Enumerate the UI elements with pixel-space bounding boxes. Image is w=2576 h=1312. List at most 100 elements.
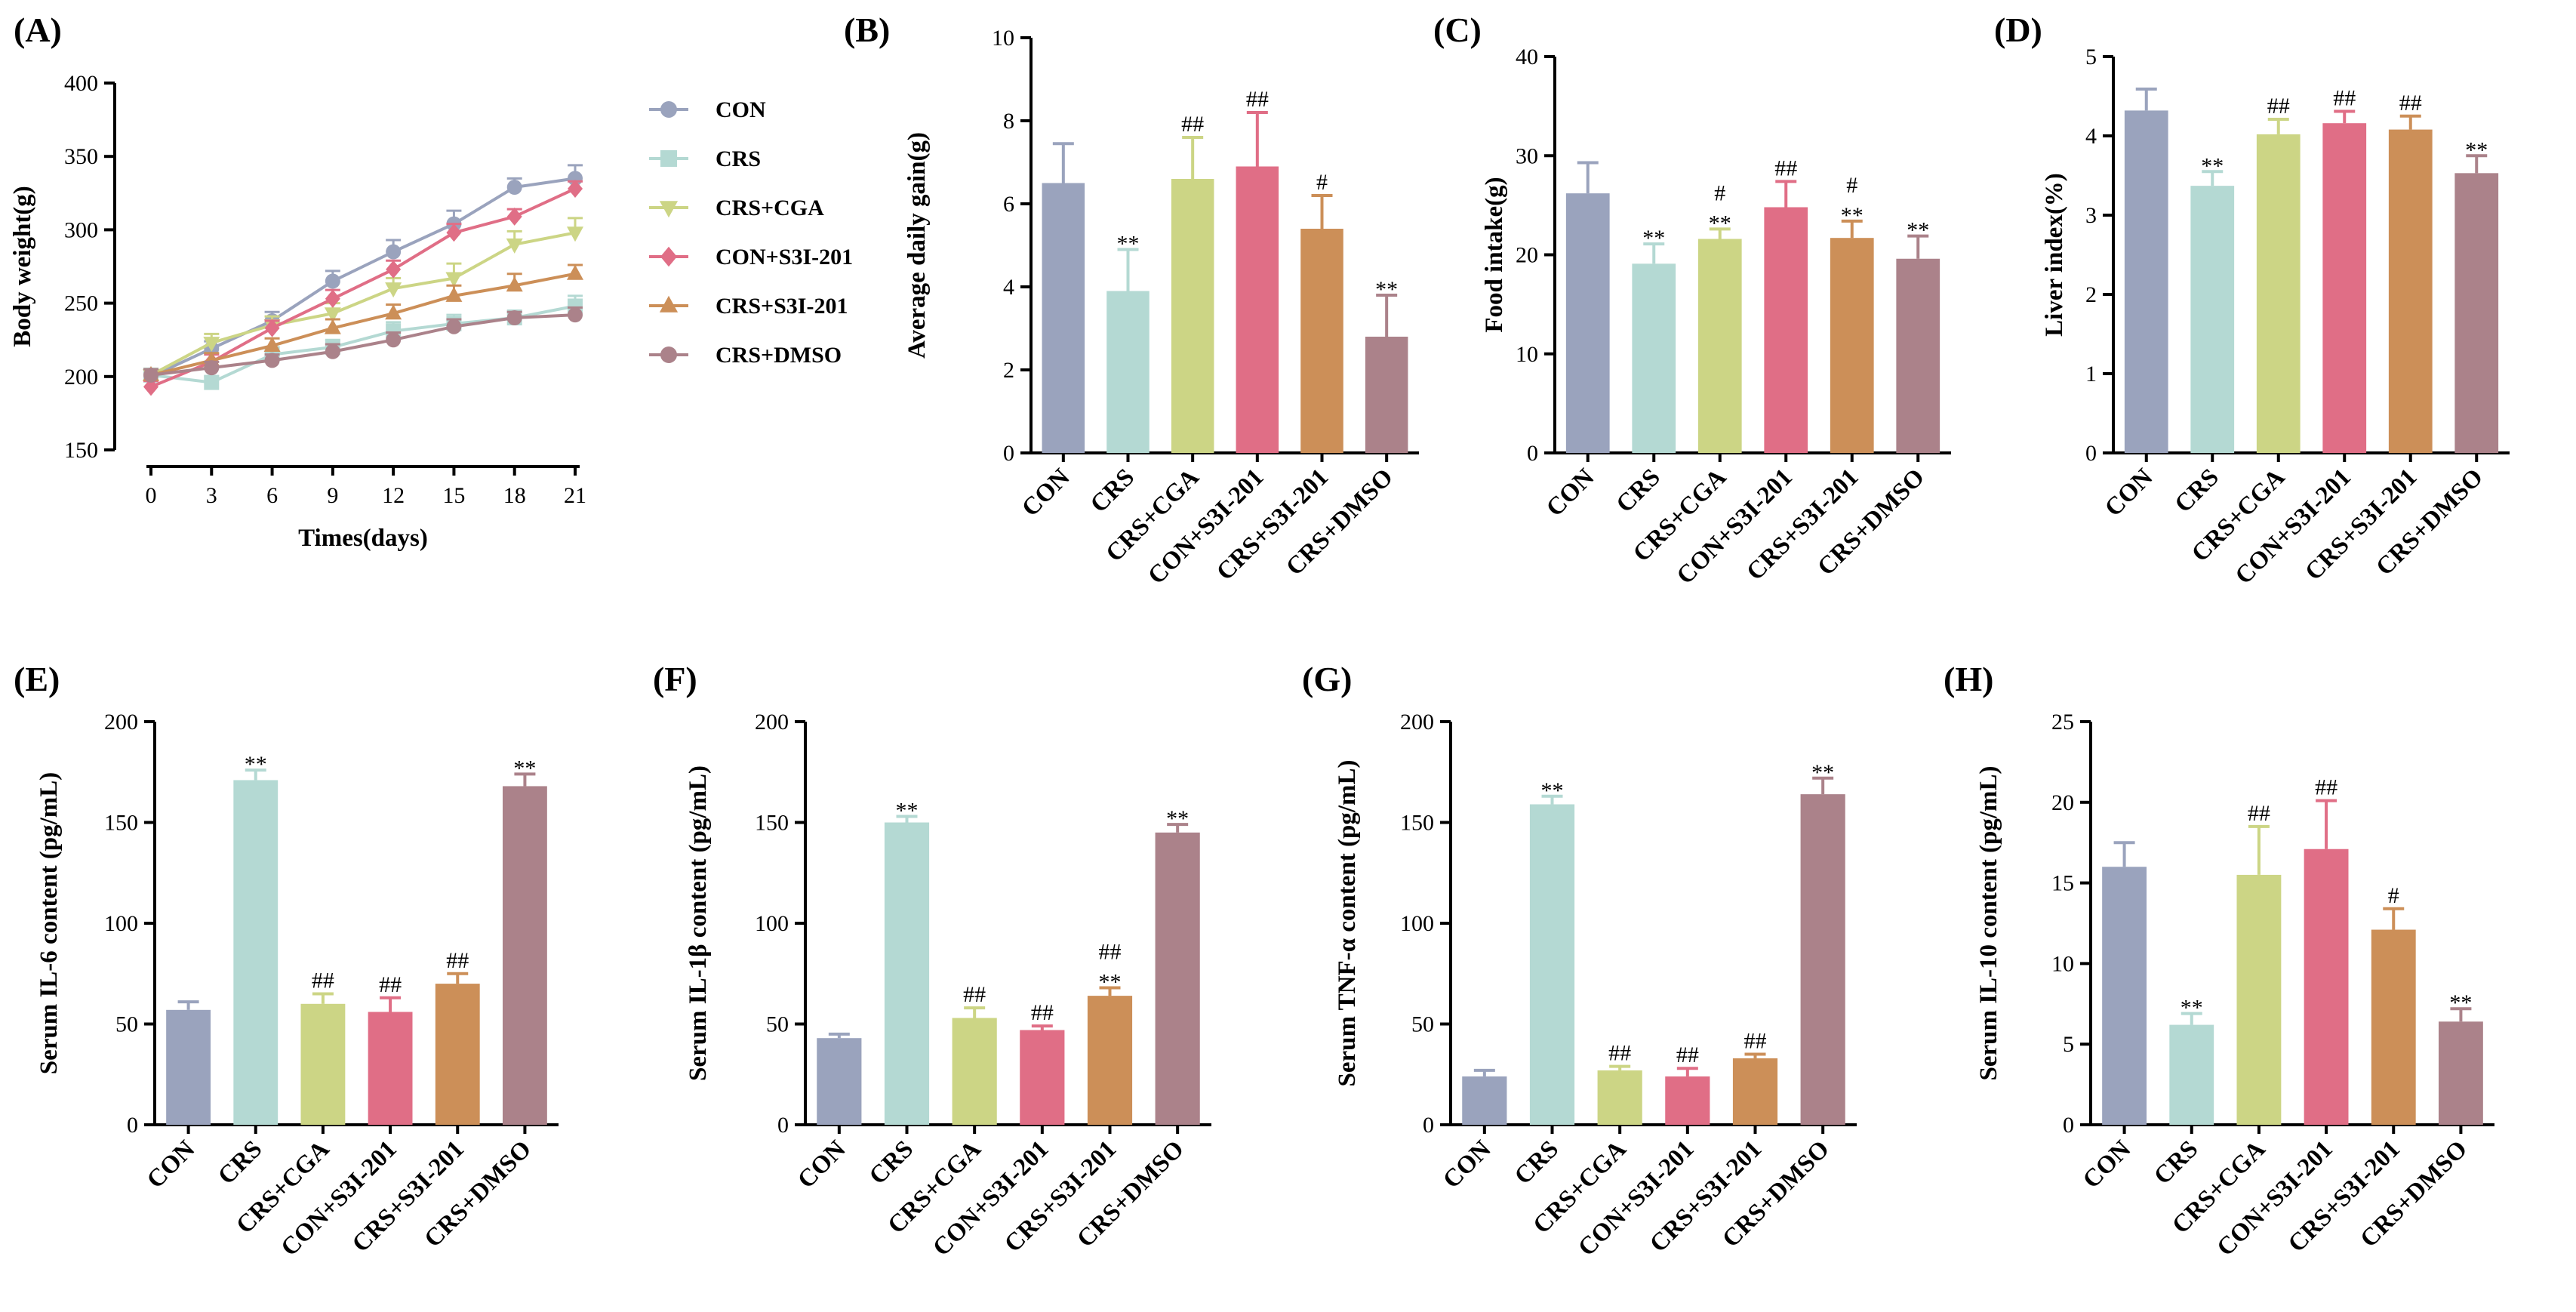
data-point [568,307,583,323]
y-tick-label: 30 [1516,143,1538,168]
data-point [386,332,402,348]
series-line [150,187,576,389]
data-point [506,276,523,292]
significance-mark: ## [1676,1043,1699,1067]
y-tick-label: 300 [64,217,98,242]
series-line [150,231,576,377]
panel-label: (A) [14,11,62,49]
significance-mark: ** [2201,153,2224,178]
data-point [325,289,340,308]
bar [1764,207,1808,453]
bar [1300,229,1343,453]
legend-item: CRS+CGA [649,196,824,220]
series-crs-cga [143,217,583,384]
category-label: CON [1541,464,1599,522]
significance-mark: # [1714,180,1725,205]
legend-label: CRS [716,146,761,171]
bar [166,1009,211,1125]
legend-label: CRS+CGA [716,196,824,220]
y-tick-label: 4 [1003,275,1014,300]
category-label: CRS [213,1135,267,1190]
significance-mark: ## [1774,156,1797,180]
x-tick-label: 12 [382,483,405,508]
y-axis-title: Serum TNF-α content (pg/mL) [1334,759,1361,1086]
data-point [386,244,402,260]
y-tick-label: 0 [777,1113,789,1138]
y-tick-label: 10 [992,26,1014,51]
y-tick-label: 0 [127,1113,138,1138]
y-tick-label: 150 [64,438,98,463]
legend-item: CRS+S3I-201 [649,294,848,319]
chart-panel-f: (F) 0 50 100 150 200 Serum IL-1β content (pg/m… [653,660,1211,1261]
category-label: CON+S3I-201 [1143,464,1269,590]
chart-panel-h: (H) 0 5 10 15 20 25 Serum IL-10 content (pg/mL)… [1944,660,2494,1261]
data-point [445,286,463,302]
panel-label: (B) [844,11,890,49]
bar [502,786,547,1125]
legend-item: CON [649,97,766,122]
significance-mark: ## [1608,1041,1631,1066]
significance-mark: ** [1375,277,1398,302]
significance-mark: ** [1709,211,1731,236]
category-label: CRS [1510,1135,1564,1190]
category-label: CON+S3I-201 [276,1135,402,1261]
y-tick-label: 8 [1003,109,1014,134]
bar [2322,123,2367,453]
y-tick-label: 0 [2063,1113,2074,1138]
bar [1830,238,1874,453]
bar [2102,867,2147,1125]
data-point [445,272,463,288]
significance-mark: ## [379,972,402,997]
significance-mark: ## [2315,775,2337,800]
bar [368,1012,413,1125]
series-line [150,177,576,378]
bar [952,1018,997,1125]
series-con-s3i-201 [143,179,583,396]
bar [1800,794,1845,1125]
chart-panel-b: (B) 0 2 4 6 8 10 Average daily gain(g) CON ** CRS #… [844,11,1419,590]
significance-mark: ** [1811,760,1834,785]
significance-mark: ## [1099,939,1122,964]
legend-label: CRS+S3I-201 [716,294,848,319]
category-label: CON [1017,464,1075,522]
category-label: CON [2078,1135,2136,1193]
bar [2371,929,2416,1125]
y-tick-label: 50 [766,1012,789,1037]
significance-mark: ## [446,948,469,973]
y-tick-label: 150 [755,811,789,836]
significance-mark: ** [1642,226,1665,251]
data-point [660,246,677,267]
significance-mark: ## [963,982,986,1007]
bar [1896,258,1940,453]
legend-item: CRS [649,146,761,171]
y-axis-title: Serum IL-6 content (pg/mL) [35,772,63,1075]
bar [1597,1070,1642,1125]
chart-panel-g: (G) 0 50 100 150 200 Serum TNF-α content (pg/m… [1302,660,1857,1261]
significance-mark: ** [896,798,919,823]
legend-label: CON [716,97,766,122]
significance-mark: ** [245,752,267,777]
data-point [324,307,341,323]
x-tick-label: 9 [327,483,338,508]
y-tick-label: 0 [1003,441,1014,466]
significance-mark: ## [2248,801,2270,826]
series-line [150,313,576,377]
significance-mark: ** [2449,990,2472,1015]
data-point [446,319,462,334]
x-tick-label: 3 [206,483,217,508]
y-tick-label: 350 [64,144,98,169]
y-tick-label: 400 [64,71,98,96]
y-tick-label: 100 [755,911,789,936]
bar [1565,193,1610,453]
bar [1732,1058,1778,1125]
bar [300,1003,346,1125]
legend-item: CON+S3I-201 [649,245,853,269]
y-tick-label: 6 [1003,192,1014,217]
significance-mark: ** [1166,806,1189,831]
y-tick-label: 2 [2085,282,2097,307]
significance-mark: ** [513,756,536,781]
data-point [385,304,402,320]
y-tick-label: 4 [2085,124,2097,149]
chart-panel-a: (A) 150 200 250 300 350 400 Body weight(g) 0 3 6 9 1… [9,11,853,552]
